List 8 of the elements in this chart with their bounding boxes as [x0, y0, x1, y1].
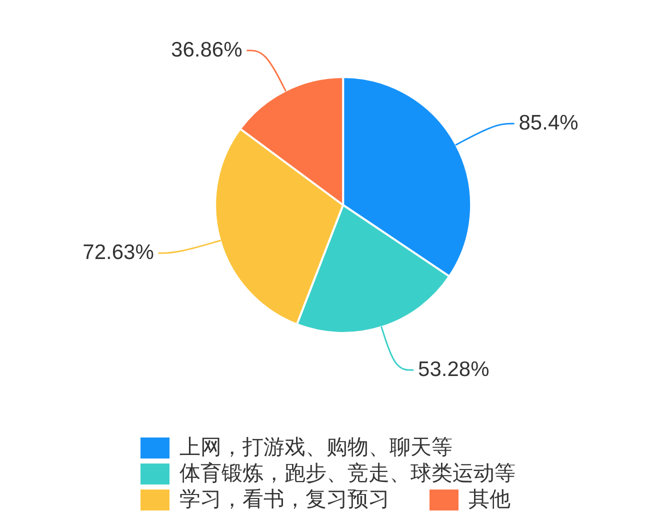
data-label: 72.63%: [82, 241, 154, 264]
legend-label: 上网，打游戏、购物、聊天等: [180, 436, 452, 459]
data-label: 53.28%: [418, 358, 490, 382]
data-label: 36.86%: [171, 38, 242, 62]
legend-label: 体育锻炼，跑步、竞走、球类运动等: [180, 461, 516, 485]
data-label: 85.4%: [518, 112, 578, 135]
legend-label: 学习，看书，复习预习: [180, 488, 390, 511]
legend-label: 其他: [468, 488, 510, 511]
